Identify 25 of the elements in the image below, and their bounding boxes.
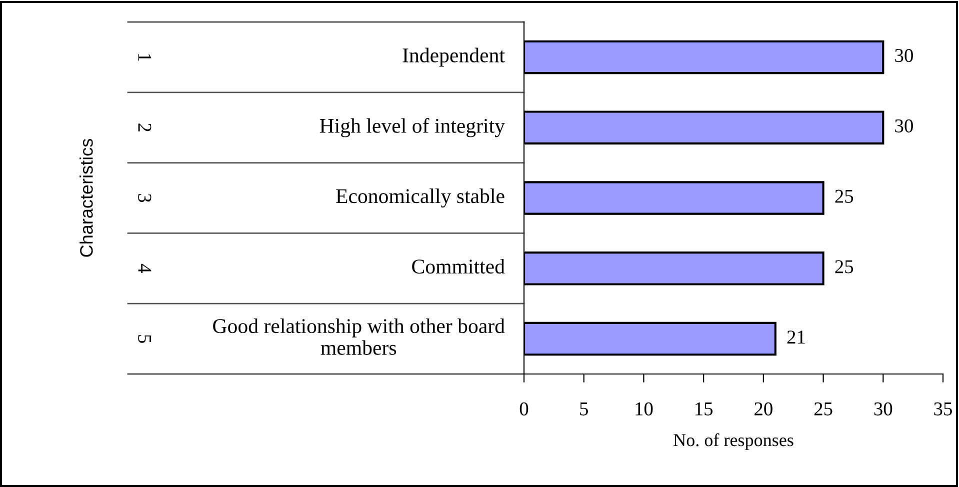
data-label: 25 <box>835 260 854 274</box>
y-tick-label: High level of integrity <box>320 118 505 138</box>
text: 5 <box>138 335 152 343</box>
x-tick-label: 15 <box>696 402 713 416</box>
y-tick-label: Good relationship with other board members <box>213 318 505 355</box>
x-tick-label: 10 <box>636 402 653 416</box>
x-tick-label: 5 <box>580 402 588 416</box>
x-tick-label: 0 <box>520 402 528 416</box>
data-label: 21 <box>787 330 805 344</box>
data-label: 25 <box>835 190 854 203</box>
x-axis-title: No. of responses <box>674 433 794 450</box>
x-tick-label: 35 <box>934 402 952 416</box>
text: 1 <box>138 54 152 61</box>
text: 4 <box>138 264 152 273</box>
x-tick-label: 30 <box>874 402 892 416</box>
y-tick-label: Independent <box>402 48 505 67</box>
y-tick-label: Economically stable <box>336 188 504 208</box>
text: 2 <box>138 124 152 132</box>
x-tick-label: 20 <box>754 402 772 416</box>
text: 3 <box>138 194 152 202</box>
x-tick-label: 25 <box>814 402 832 416</box>
y-tick-label: Committed <box>412 258 505 274</box>
data-label: 30 <box>895 119 913 132</box>
text: Characteristics <box>80 138 93 257</box>
data-label: 30 <box>895 48 913 62</box>
